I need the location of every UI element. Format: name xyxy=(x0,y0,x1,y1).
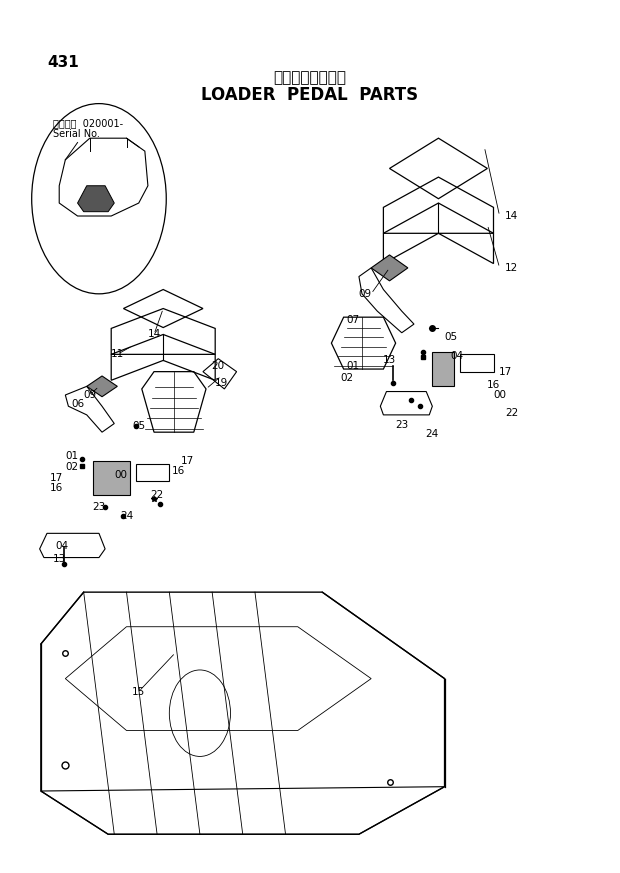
Text: 23: 23 xyxy=(92,502,105,512)
Text: 15: 15 xyxy=(132,686,145,697)
Polygon shape xyxy=(371,255,408,281)
Text: 19: 19 xyxy=(215,378,228,388)
Text: 20: 20 xyxy=(211,361,225,371)
Text: 16: 16 xyxy=(487,380,500,389)
Text: 14: 14 xyxy=(148,329,161,340)
Text: 05: 05 xyxy=(132,421,145,431)
Text: 24: 24 xyxy=(426,429,439,439)
Text: 04: 04 xyxy=(56,541,69,552)
Text: 00: 00 xyxy=(114,471,127,480)
Text: 17: 17 xyxy=(50,473,63,483)
Text: LOADER  PEDAL  PARTS: LOADER PEDAL PARTS xyxy=(202,86,418,104)
Text: ローダベダル部品: ローダベダル部品 xyxy=(273,70,347,86)
Text: 16: 16 xyxy=(50,484,63,493)
Text: 17: 17 xyxy=(499,367,512,376)
Polygon shape xyxy=(78,186,114,211)
Text: 01: 01 xyxy=(346,361,360,371)
Text: 17: 17 xyxy=(181,456,194,465)
Text: 22: 22 xyxy=(505,409,518,418)
Text: 12: 12 xyxy=(505,263,518,273)
Text: 09: 09 xyxy=(358,289,371,299)
Text: 07: 07 xyxy=(346,315,360,325)
Text: 04: 04 xyxy=(450,351,463,361)
Text: 06: 06 xyxy=(71,399,84,409)
Text: 01: 01 xyxy=(65,450,78,461)
Polygon shape xyxy=(87,376,117,396)
Text: 13: 13 xyxy=(383,355,396,366)
Text: Serial No.: Serial No. xyxy=(53,129,100,139)
Text: 13: 13 xyxy=(53,554,66,564)
Text: 02: 02 xyxy=(340,373,353,382)
Text: 14: 14 xyxy=(505,211,518,221)
Polygon shape xyxy=(93,461,130,495)
Text: 431: 431 xyxy=(47,55,79,70)
Text: 23: 23 xyxy=(395,420,409,430)
Text: 16: 16 xyxy=(172,466,185,476)
Text: 24: 24 xyxy=(120,511,133,521)
Text: 02: 02 xyxy=(65,462,78,471)
Text: 11: 11 xyxy=(111,349,124,360)
Text: 適用号機  020001-: 適用号機 020001- xyxy=(53,119,123,128)
Text: 05: 05 xyxy=(444,332,457,342)
Polygon shape xyxy=(432,352,454,387)
Text: 22: 22 xyxy=(151,491,164,500)
Text: 09: 09 xyxy=(83,390,96,400)
Text: 00: 00 xyxy=(493,390,506,400)
